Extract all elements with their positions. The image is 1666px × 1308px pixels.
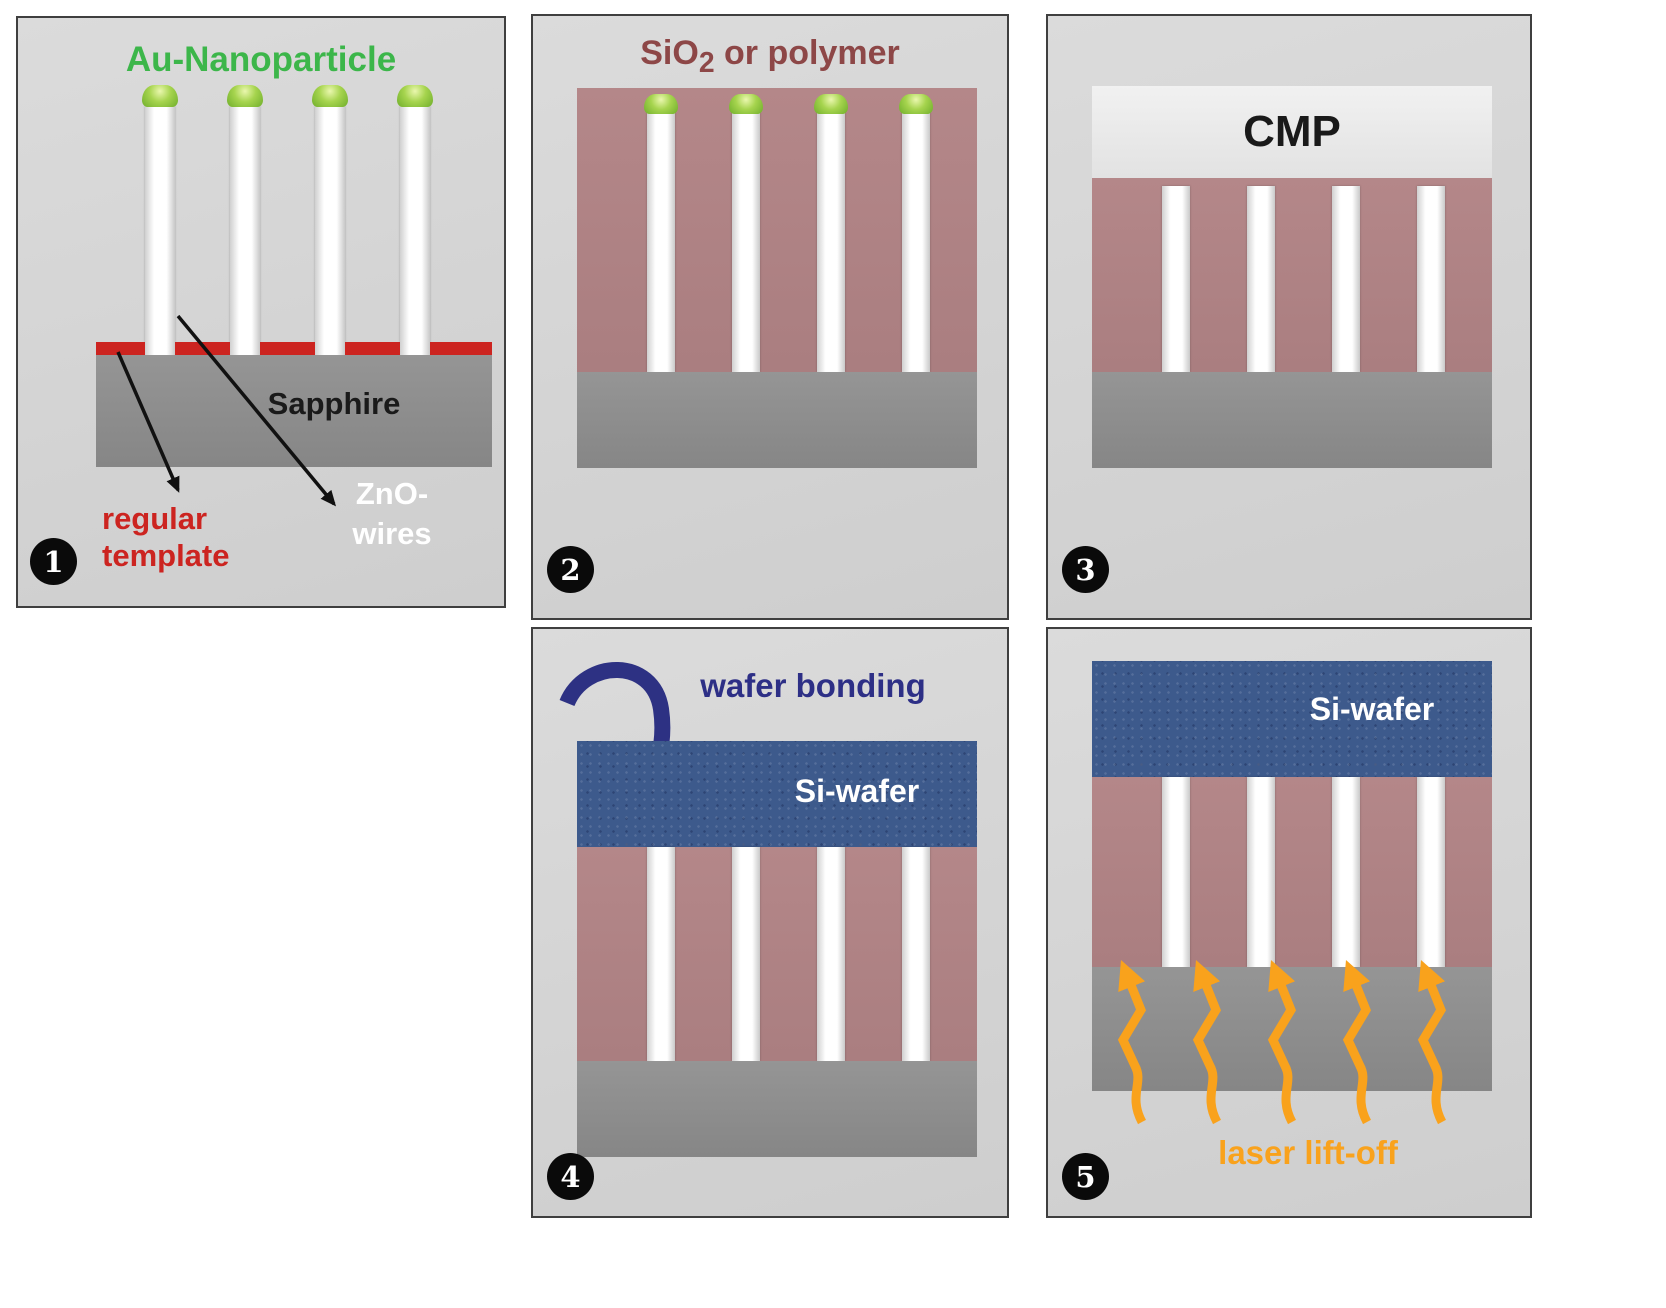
zno-wire — [1417, 777, 1445, 967]
sapphire-substrate — [577, 1061, 977, 1157]
step-1-badge: 1 — [30, 538, 77, 585]
zno-wire — [230, 106, 260, 355]
zno-wire — [145, 106, 175, 355]
si-wafer-block — [577, 741, 977, 847]
sapphire-substrate — [1092, 967, 1492, 1091]
sio2-title-prefix: SiO — [640, 34, 699, 72]
wafer-bonding-label: wafer bonding — [700, 667, 926, 704]
zno-wire — [315, 106, 345, 355]
regular-template-label: regular template — [102, 500, 229, 574]
au-nanoparticle-cap — [899, 94, 933, 114]
regular-template-line2: template — [102, 538, 230, 573]
step-3-panel: CMP 3 — [1046, 14, 1532, 620]
step-3-badge: 3 — [1062, 546, 1109, 593]
cmp-label: CMP — [1243, 107, 1341, 156]
zno-wire — [902, 112, 930, 372]
zno-wire — [647, 112, 675, 372]
si-wafer-label: Si-wafer — [1309, 691, 1435, 727]
au-nanoparticle-cap — [142, 85, 178, 107]
zno-wires-line1: ZnO- — [355, 476, 429, 511]
zno-wire — [1332, 777, 1360, 967]
si-wafer-label: Si-wafer — [794, 773, 920, 809]
zno-wire — [817, 847, 845, 1061]
zno-wire — [1247, 186, 1275, 372]
au-nanoparticle-cap — [729, 94, 763, 114]
sapphire-label: Sapphire — [267, 386, 401, 421]
zno-wire — [400, 106, 430, 355]
step-4-badge: 4 — [547, 1153, 594, 1200]
sapphire-substrate — [1092, 372, 1492, 468]
zno-wire — [647, 847, 675, 1061]
step-4-panel: wafer bonding Si-wafer 4 — [531, 627, 1009, 1218]
sio2-title-suffix: or polymer — [714, 34, 900, 72]
step-5-badge: 5 — [1062, 1153, 1109, 1200]
zno-wires-line2: wires — [352, 516, 432, 551]
au-nanoparticle-cap — [814, 94, 848, 114]
step-2-badge: 2 — [547, 546, 594, 593]
au-nanoparticle-cap — [227, 85, 263, 107]
laser-liftoff-label: laser lift-off — [1218, 1134, 1398, 1171]
template-segment — [96, 342, 145, 355]
zno-wire — [1162, 186, 1190, 372]
au-nanoparticle-title: Au-Nanoparticle — [125, 40, 397, 79]
template-segment — [345, 342, 400, 355]
zno-wire — [1417, 186, 1445, 372]
zno-wire — [732, 847, 760, 1061]
step-1-panel: Au-Nanoparticle Sapphire — [16, 16, 506, 608]
zno-wire — [1162, 777, 1190, 967]
si-wafer-block — [1092, 661, 1492, 777]
cmp-pad: CMP — [1092, 86, 1492, 178]
step-5-panel: Si-wafer laser lift-off 5 — [1046, 627, 1532, 1218]
au-nanoparticle-cap — [397, 85, 433, 107]
template-segment — [175, 342, 230, 355]
template-segment — [260, 342, 315, 355]
regular-template-line1: regular — [102, 501, 208, 536]
zno-wire — [732, 112, 760, 372]
template-segment — [430, 342, 492, 355]
au-nanoparticle-cap — [312, 85, 348, 107]
au-nanoparticle-cap — [644, 94, 678, 114]
sio2-title-subscript: 2 — [698, 46, 715, 79]
zno-wire — [902, 847, 930, 1061]
zno-wire — [1247, 777, 1275, 967]
zno-wire — [1332, 186, 1360, 372]
zno-wires-label: ZnO- wires — [336, 474, 448, 554]
step-2-panel: SiO2 or polymer 2 — [531, 14, 1009, 620]
sio2-title: SiO2 or polymer — [533, 34, 1007, 80]
sapphire-substrate — [577, 372, 977, 468]
zno-wire — [817, 112, 845, 372]
